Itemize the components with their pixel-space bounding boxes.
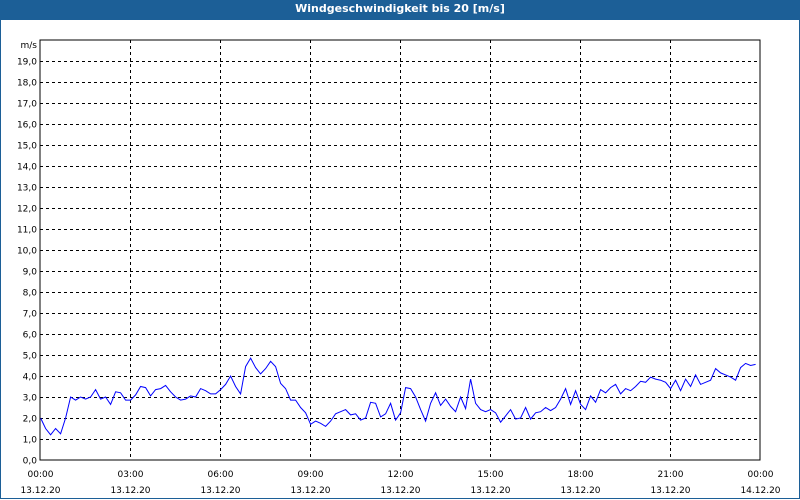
grid: [40, 40, 760, 460]
x-tick-date: 13.12.20: [200, 486, 240, 496]
x-tick-date: 14.12.20: [740, 486, 780, 496]
y-tick-label: 9,0: [23, 268, 38, 278]
x-tick-time: 15:00: [478, 470, 504, 480]
x-tick-date: 13.12.20: [110, 486, 150, 496]
y-tick-label: 3,0: [23, 394, 38, 404]
y-tick-label: 16,0: [17, 121, 37, 131]
chart-title: Windgeschwindigkeit bis 20 [m/s]: [0, 0, 800, 20]
series-layer: [40, 357, 756, 436]
x-tick-time: 06:00: [208, 470, 234, 480]
y-tick-label: 4,0: [23, 373, 38, 383]
y-tick-label: 13,0: [17, 184, 37, 194]
x-tick-date: 13.12.20: [560, 486, 600, 496]
y-tick-label: 17,0: [17, 100, 37, 110]
series-line-wind-speed: [40, 357, 756, 436]
x-tick-date: 13.12.20: [380, 486, 420, 496]
y-tick-label: 18,0: [17, 79, 37, 89]
y-tick-label: 15,0: [17, 142, 37, 152]
x-tick-time: 09:00: [298, 470, 324, 480]
x-tick-date: 13.12.20: [20, 486, 60, 496]
y-tick-label: 5,0: [23, 352, 38, 362]
x-tick-time: 00:00: [28, 470, 54, 480]
y-tick-label: 8,0: [23, 289, 38, 299]
plot-border: [39, 39, 761, 461]
x-tick-date: 13.12.20: [470, 486, 510, 496]
y-tick-label: 14,0: [17, 163, 37, 173]
y-tick-label: 7,0: [23, 310, 38, 320]
y-tick-label: 6,0: [23, 331, 38, 341]
x-tick-time: 18:00: [568, 470, 594, 480]
x-tick-time: 21:00: [658, 470, 684, 480]
y-tick-label: 2,0: [23, 415, 38, 425]
y-tick-label: 12,0: [17, 205, 37, 215]
y-axis-labels: 0,0 1,0 2,0 3,0 4,0 5,0 6,0 7,0 8,0 9,0 10,0 11,0 12…: [17, 58, 37, 467]
y-tick-label: 0,0: [23, 457, 38, 467]
y-tick-label: 1,0: [23, 436, 38, 446]
x-tick-date: 13.12.20: [290, 486, 330, 496]
x-tick-time: 12:00: [388, 470, 414, 480]
y-tick-label: 11,0: [17, 226, 37, 236]
x-tick-time: 00:00: [748, 470, 774, 480]
y-tick-label: 19,0: [17, 58, 37, 68]
x-axis-labels: 00:00 13.12.20 03:00 13.12.20 06:00 13.12.20 0…: [20, 470, 780, 496]
y-tick-label: 10,0: [17, 247, 37, 257]
y-axis-unit: m/s: [21, 41, 38, 51]
x-tick-time: 03:00: [118, 470, 144, 480]
x-tick-date: 13.12.20: [650, 486, 690, 496]
